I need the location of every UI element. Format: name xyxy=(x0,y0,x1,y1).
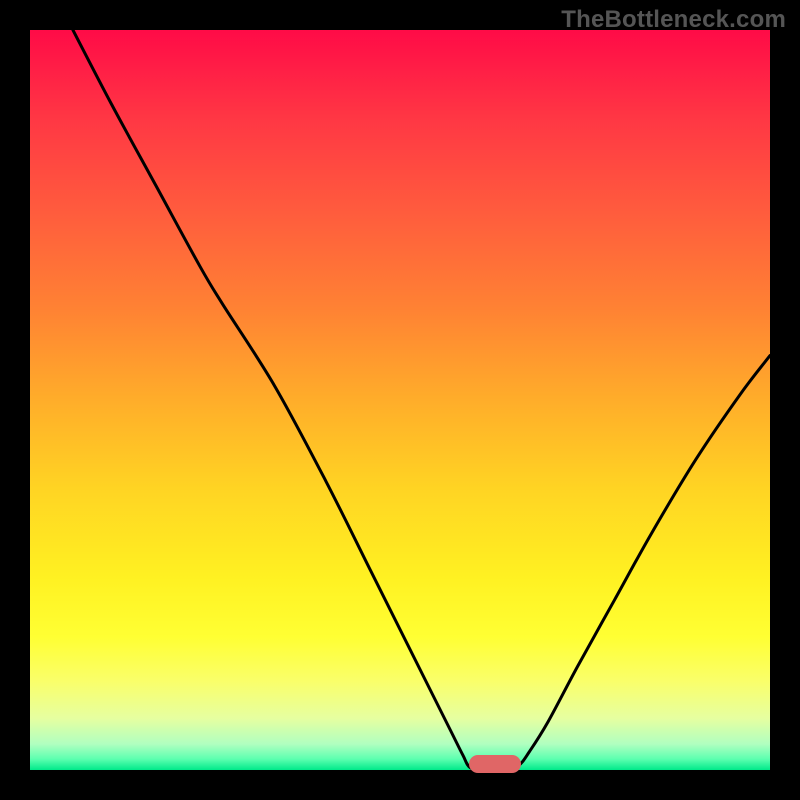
bottleneck-marker xyxy=(469,755,521,773)
watermark-text: TheBottleneck.com xyxy=(561,6,786,34)
bottleneck-curve xyxy=(30,30,770,770)
plot-area xyxy=(30,30,770,770)
chart-canvas: { "chart": { "type": "line", "canvas": {… xyxy=(0,0,800,800)
